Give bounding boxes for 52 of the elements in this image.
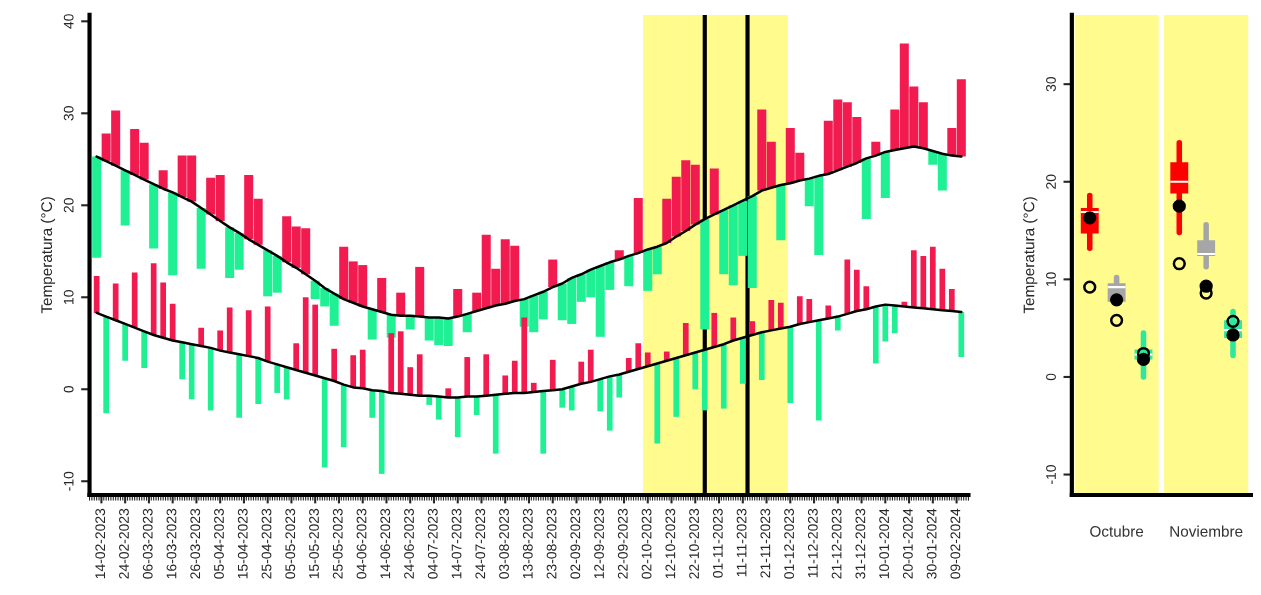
y-tick-label: 30 — [63, 106, 74, 121]
x-tick-label: 14-06-2023 — [380, 508, 391, 579]
x-tick-label: 21-12-2023 — [831, 508, 842, 579]
y-tick-label: 10 — [63, 290, 74, 304]
x-tick-label: 16-03-2023 — [166, 508, 177, 579]
x-tick-label: 30-01-2024 — [926, 508, 937, 579]
x-tick-label: 25-04-2023 — [261, 508, 272, 579]
y-tick-label: -10 — [63, 471, 74, 491]
x-tick-label: 24-06-2023 — [404, 508, 414, 579]
x-tick-label: 26-03-2023 — [190, 508, 201, 579]
x-tick-label: 04-06-2023 — [356, 508, 367, 579]
y-tick-label: 20 — [1046, 174, 1056, 189]
x-tick-label: 02-10-2023 — [641, 508, 652, 579]
x-tick-label: 21-11-2023 — [760, 508, 771, 578]
x-tick-label: 01-11-2023 — [712, 508, 723, 578]
x-tick-label: 31-12-2023 — [855, 508, 866, 579]
x-tick-label: Octubre — [1090, 525, 1144, 537]
x-tick-label: 12-09-2023 — [594, 508, 604, 579]
x-tick-label: 24-02-2023 — [119, 508, 129, 579]
y-tick-label: -10 — [1046, 465, 1056, 484]
x-tick-label: 14-07-2023 — [451, 508, 462, 579]
x-tick-label: 20-01-2024 — [902, 508, 913, 579]
x-tick-label: 24-07-2023 — [475, 508, 486, 579]
y-axis-title: Temperatura (°C) — [1023, 197, 1038, 314]
x-tick-label: 25-05-2023 — [332, 508, 343, 579]
x-tick-label: 15-05-2023 — [309, 508, 319, 579]
y-tick-label: 10 — [1046, 272, 1056, 287]
x-tick-label: 10-01-2024 — [879, 508, 890, 579]
x-tick-label: 02-09-2023 — [570, 508, 581, 579]
y-tick-label: 0 — [63, 385, 74, 393]
x-tick-label: 06-03-2023 — [142, 508, 153, 579]
x-tick-label: 05-04-2023 — [214, 508, 224, 579]
x-tick-label: 23-08-2023 — [546, 508, 557, 579]
x-tick-label: 15-04-2023 — [237, 508, 248, 579]
x-tick-label: 13-08-2023 — [522, 508, 533, 579]
x-tick-label: 11-11-2023 — [736, 508, 747, 577]
y-tick-label: 40 — [63, 14, 74, 29]
y-tick-label: 30 — [1046, 76, 1056, 92]
x-tick-label: 05-05-2023 — [285, 508, 296, 579]
x-tick-label: 12-10-2023 — [665, 508, 676, 579]
x-tick-label: 14-02-2023 — [95, 508, 106, 579]
x-tick-label: 11-12-2023 — [807, 508, 818, 578]
y-tick-label: 0 — [1046, 373, 1056, 381]
x-tick-label: Noviembre — [1170, 525, 1243, 537]
y-axis-title: Temperatura (°C) — [40, 197, 56, 314]
y-tick-label: 20 — [63, 198, 74, 213]
x-tick-label: 04-07-2023 — [427, 508, 438, 579]
x-tick-label: 03-08-2023 — [499, 508, 509, 579]
x-tick-label: 09-02-2024 — [950, 508, 961, 579]
x-tick-label: 22-09-2023 — [617, 508, 628, 579]
x-tick-label: 22-10-2023 — [689, 508, 699, 579]
x-tick-label: 01-12-2023 — [784, 508, 795, 579]
